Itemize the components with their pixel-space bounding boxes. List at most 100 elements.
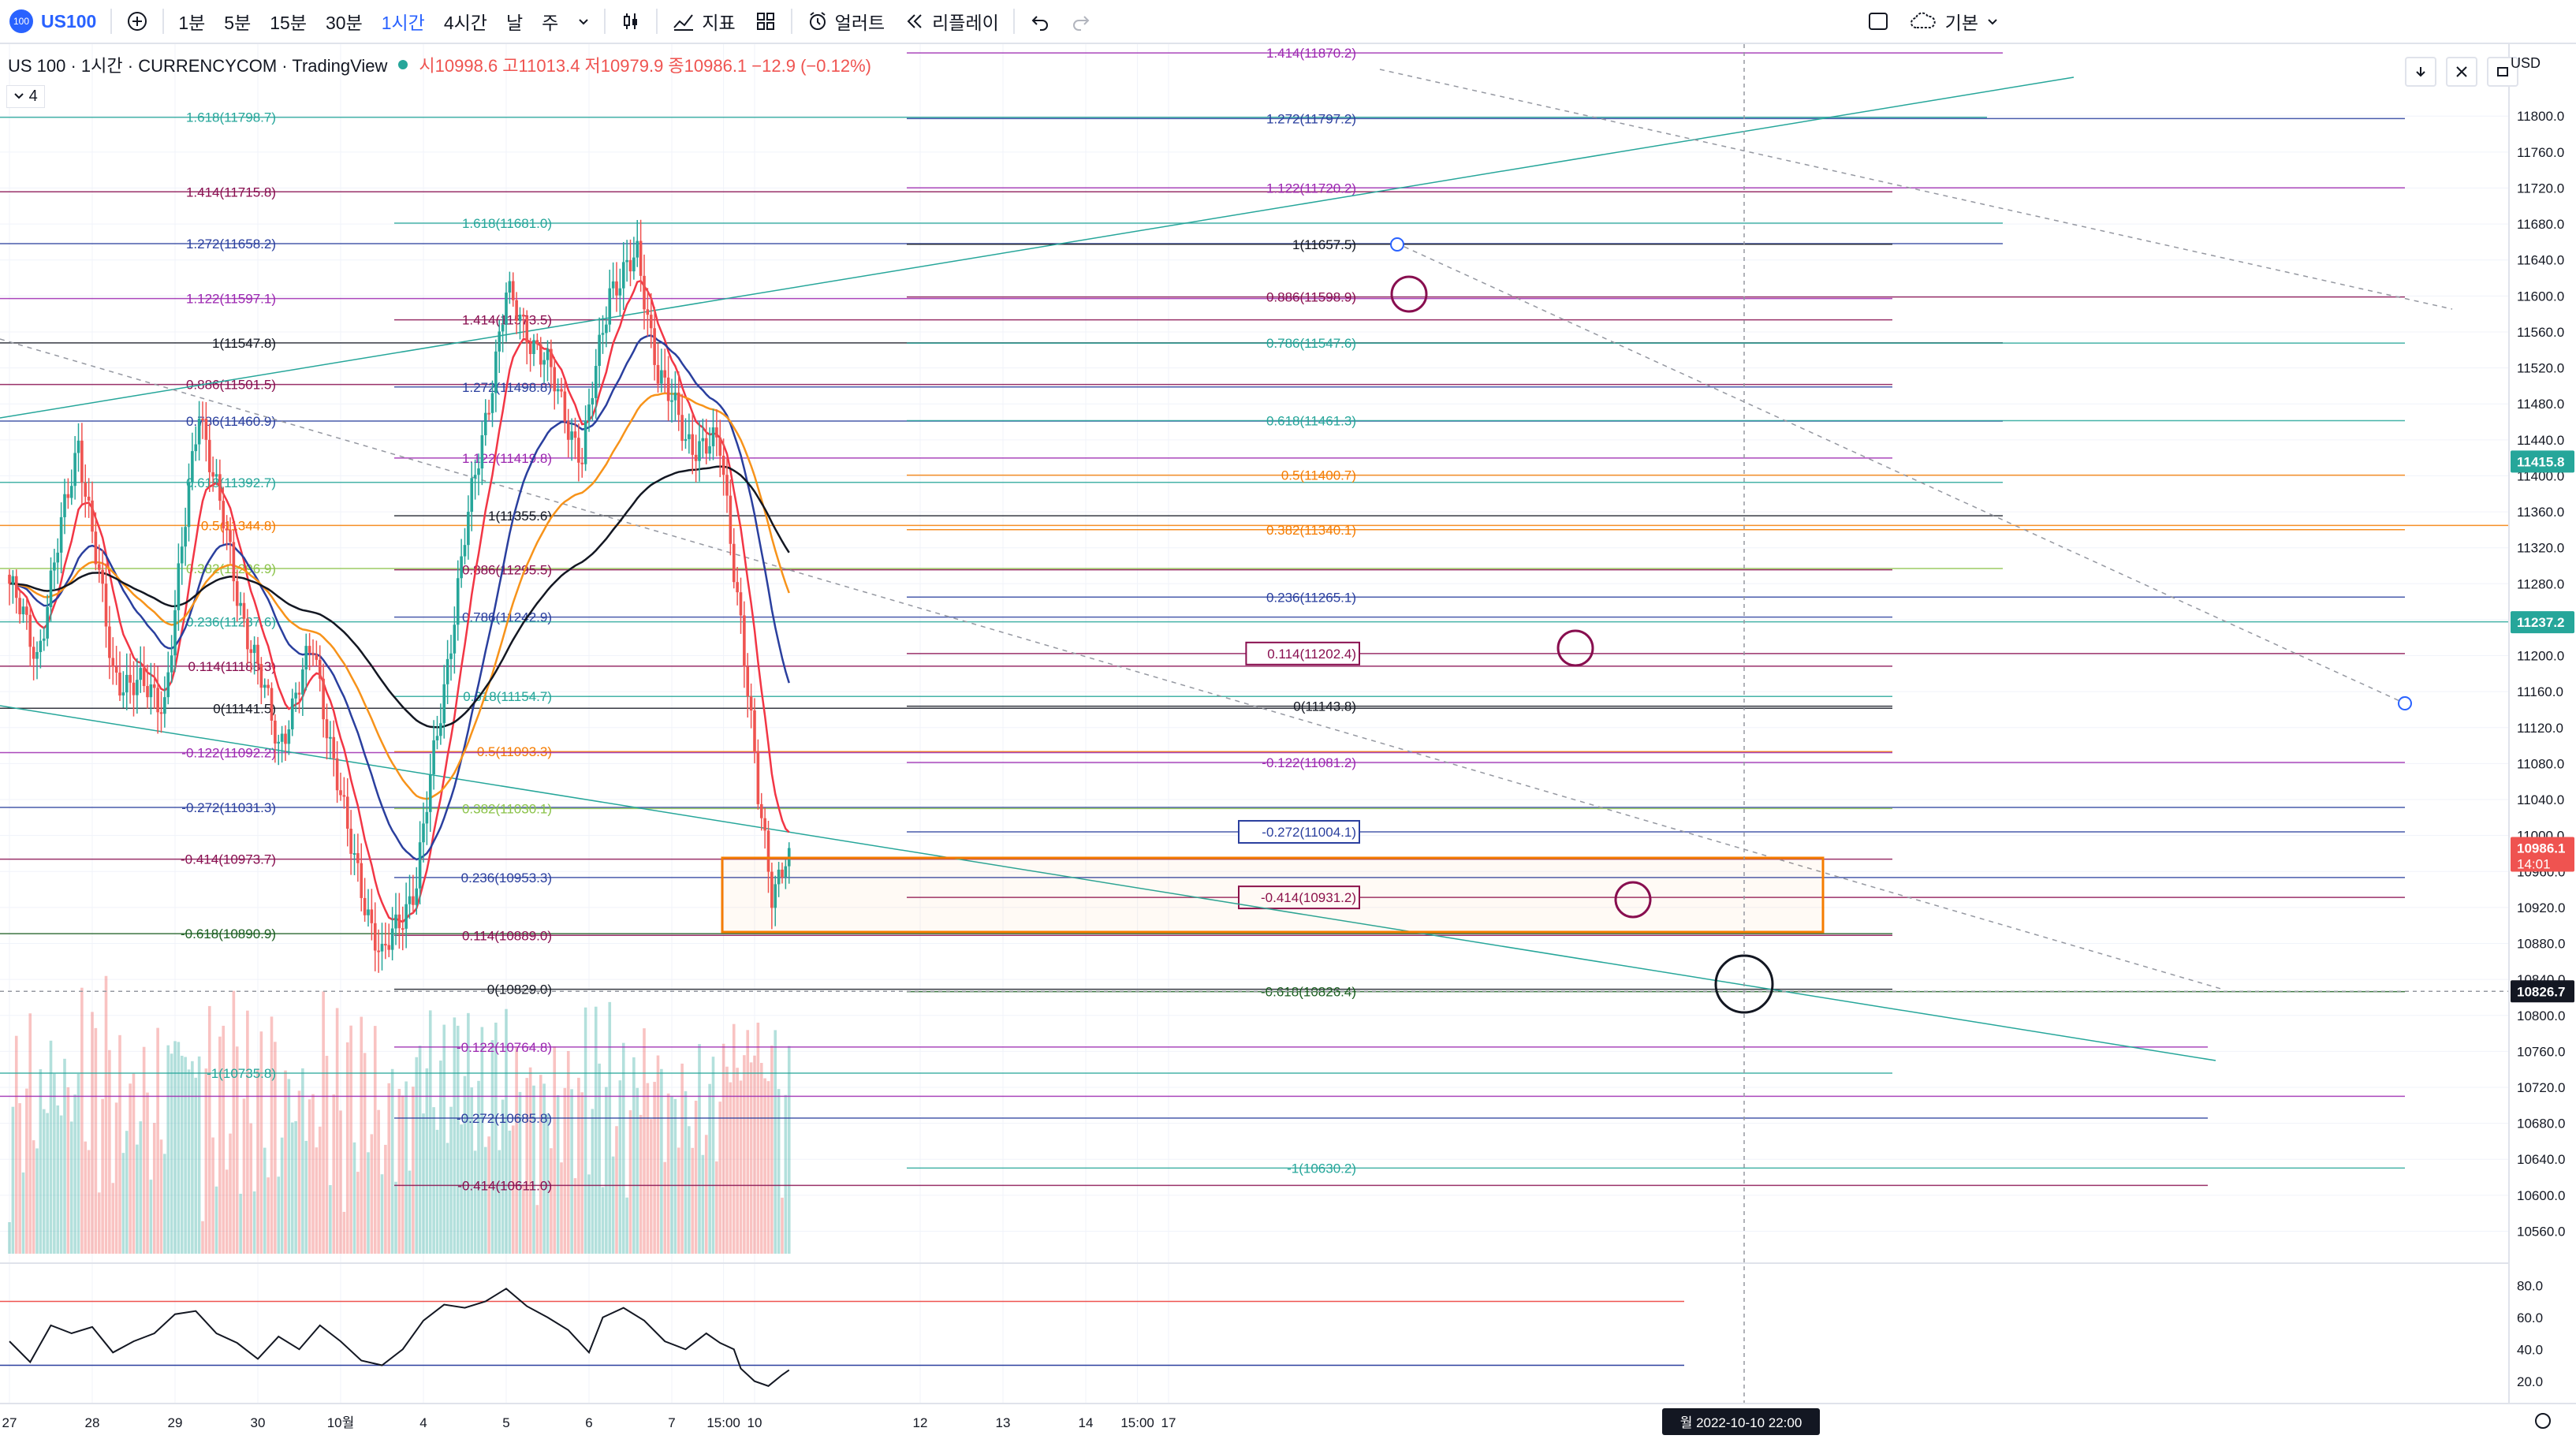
candle-body	[97, 564, 101, 570]
candle-body	[625, 259, 628, 263]
candle	[673, 371, 677, 421]
candle	[498, 319, 501, 374]
alarm-clock-icon	[809, 12, 826, 30]
indicator-count-toggle[interactable]: 4	[6, 85, 45, 108]
time-axis-label: 10월	[327, 1415, 355, 1430]
fib-level-label: 0.236(11265.1)	[1266, 590, 1356, 605]
volume-bar	[170, 1053, 173, 1254]
candle	[649, 293, 653, 349]
volume-bar	[80, 987, 84, 1254]
candle	[232, 529, 236, 602]
volume-bar	[749, 1062, 753, 1254]
volume-bar	[763, 1078, 766, 1254]
price-chart[interactable]: 1.414(11870.2) 1.618(11798.7) 1.272(11797.…	[0, 44, 2576, 1439]
currency-label[interactable]: USD	[2511, 55, 2541, 71]
indicators-button[interactable]: 지표	[662, 0, 744, 43]
interval-5m[interactable]: 5분	[224, 13, 252, 33]
candle	[329, 721, 332, 760]
candle-body	[394, 914, 397, 929]
alert-button[interactable]: 얼러트	[797, 0, 894, 43]
candle-body	[408, 896, 412, 904]
candle	[515, 292, 518, 334]
cloud-save-button[interactable]: 기본	[1899, 0, 2008, 43]
candle	[660, 349, 663, 393]
candle-body	[87, 496, 91, 501]
candle	[684, 418, 688, 449]
candle	[784, 859, 788, 889]
interval-week[interactable]: 주	[542, 13, 559, 33]
crosshair-time-badge	[1662, 1408, 1820, 1435]
candle	[615, 262, 618, 312]
interval-15m[interactable]: 15분	[270, 13, 307, 33]
volume-bar	[177, 1042, 181, 1254]
volume-bar	[367, 1152, 370, 1254]
candle	[349, 810, 352, 875]
volume-bar	[373, 1026, 377, 1254]
chart-type-button[interactable]	[610, 0, 651, 43]
candle-body	[360, 863, 363, 898]
compare-button[interactable]	[117, 0, 158, 43]
candle	[235, 569, 239, 622]
time-axis-label: 13	[996, 1415, 1011, 1430]
symbol-search[interactable]: 100 US100	[0, 0, 106, 43]
scroll-down-button[interactable]	[2405, 57, 2436, 87]
candle	[422, 802, 425, 863]
volume-bar	[207, 1005, 211, 1254]
redo-button[interactable]	[1061, 0, 1102, 43]
volume-bar	[746, 1030, 750, 1254]
volume-bar	[408, 1170, 412, 1254]
time-axis-label: 14	[1079, 1415, 1094, 1430]
volume-bar	[235, 1046, 239, 1254]
candle-body	[170, 655, 173, 673]
volume-bar	[525, 1078, 529, 1254]
candle-body	[42, 638, 46, 641]
candle	[249, 639, 253, 673]
interval-dropdown[interactable]	[568, 0, 599, 43]
volume-bar	[194, 1077, 198, 1254]
volume-bar	[21, 1172, 25, 1254]
candle-body	[774, 884, 777, 908]
candle	[729, 479, 733, 556]
volume-bar	[390, 1068, 394, 1254]
volume-bar	[329, 1185, 332, 1254]
candle	[25, 598, 28, 630]
replay-button[interactable]: 리플레이	[894, 0, 1008, 43]
candle	[318, 645, 322, 692]
templates-button[interactable]	[745, 0, 786, 43]
candle-body	[232, 542, 236, 582]
fib-level-label: 0.786(11547.6)	[1266, 336, 1356, 351]
candle-body	[114, 666, 118, 673]
candle	[749, 683, 753, 729]
fullscreen-button[interactable]	[2487, 57, 2518, 87]
volume-bar	[759, 1063, 763, 1254]
interval-30m[interactable]: 30분	[325, 13, 363, 33]
indicator-count: 4	[28, 88, 38, 105]
volume-bar	[404, 1081, 408, 1254]
candle	[511, 272, 515, 307]
layout-button[interactable]	[1857, 0, 1899, 43]
rsi-axis-label: 20.0	[2517, 1374, 2543, 1389]
candle	[704, 419, 708, 464]
candle	[194, 426, 198, 461]
interval-1h[interactable]: 1시간	[381, 13, 425, 33]
candle-body	[390, 928, 394, 950]
candle-body	[14, 576, 18, 598]
interval-day[interactable]: 날	[505, 13, 524, 33]
candle-body	[132, 682, 136, 695]
candle	[322, 663, 325, 738]
volume-bar	[711, 1057, 715, 1254]
candle	[677, 371, 680, 431]
fib-level-label: 1.122(11419.8)	[462, 451, 552, 466]
interval-4h[interactable]: 4시간	[443, 13, 487, 33]
volume-bar	[370, 1134, 374, 1254]
candle	[501, 314, 505, 352]
candle-body	[763, 818, 766, 831]
candle-body	[56, 552, 60, 563]
maximize-button[interactable]	[2446, 57, 2477, 87]
undo-button[interactable]	[1020, 0, 1061, 43]
candle-body	[149, 684, 153, 698]
candle	[701, 418, 705, 458]
candle-body	[445, 658, 449, 684]
volume-bar	[787, 1046, 791, 1254]
interval-1m[interactable]: 1분	[178, 13, 206, 33]
